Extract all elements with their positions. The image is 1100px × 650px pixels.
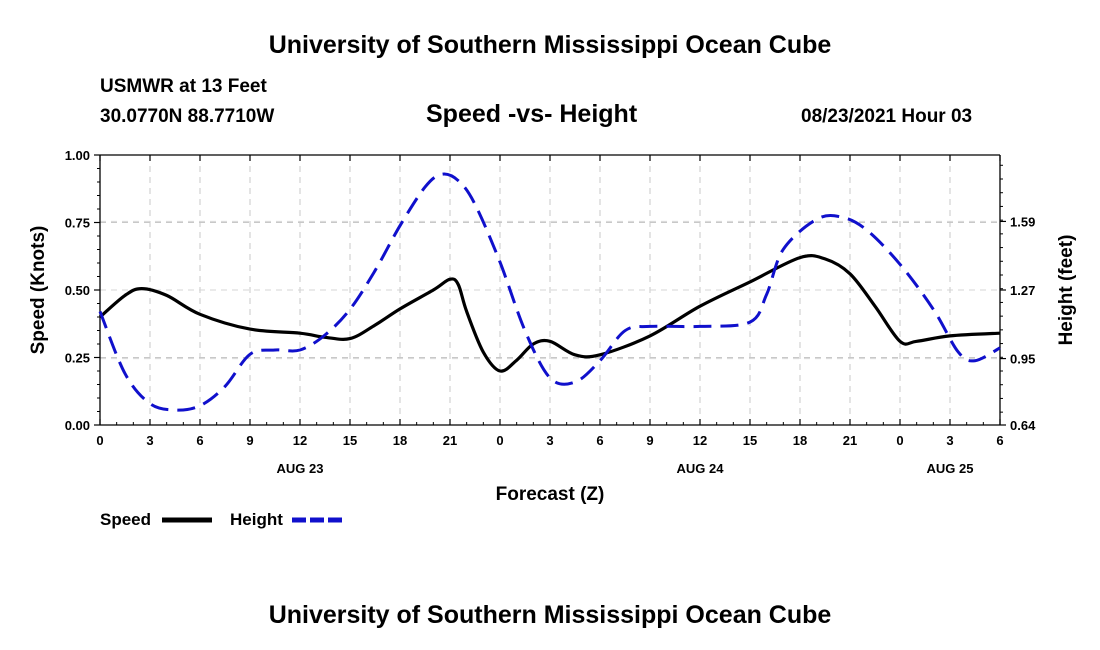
y-tick-label: 0.50: [65, 283, 90, 298]
y-tick-label: 0.00: [65, 418, 90, 433]
x-tick-label: 18: [793, 433, 807, 448]
x-tick-label: 18: [393, 433, 407, 448]
y-axis-label: Speed (Knots): [28, 226, 49, 355]
x-tick-label: 3: [146, 433, 153, 448]
x-tick-label: 9: [246, 433, 253, 448]
x-tick-label: 15: [343, 433, 357, 448]
y-tick-label: 1.00: [65, 148, 90, 163]
legend-height-label: Height: [230, 510, 283, 529]
bottom-title: University of Southern Mississippi Ocean…: [268, 601, 832, 629]
x-tick-label: 12: [693, 433, 707, 448]
x-tick-label: 6: [996, 433, 1003, 448]
x-axis-label: Forecast (Z): [496, 484, 605, 505]
top-title: University of Southern Mississippi Ocean…: [268, 31, 832, 59]
station-label: USMWR at 13 Feet: [100, 76, 267, 97]
y-tick-label: 0.75: [65, 216, 90, 231]
x-tick-label: 15: [743, 433, 757, 448]
x-tick-label: 6: [196, 433, 203, 448]
x-tick-label: 3: [946, 433, 953, 448]
x-tick-label: 0: [896, 433, 903, 448]
x-tick-label: 3: [546, 433, 553, 448]
y2-tick-label: 0.95: [1010, 352, 1035, 367]
day-label: AUG 24: [677, 461, 725, 476]
legend-speed-label: Speed: [100, 510, 151, 529]
height-series-line: [98, 172, 1001, 412]
y2-tick-label: 0.64: [1010, 418, 1036, 433]
x-tick-label: 12: [293, 433, 307, 448]
y2-tick-label: 1.27: [1010, 283, 1035, 298]
day-label: AUG 23: [277, 461, 324, 476]
x-tick-label: 0: [96, 433, 103, 448]
x-tick-label: 21: [843, 433, 857, 448]
y2-tick-label: 1.59: [1010, 214, 1035, 229]
speed-series-line: [98, 254, 1001, 373]
x-tick-label: 21: [443, 433, 457, 448]
x-tick-label: 9: [646, 433, 653, 448]
chart-title: Speed -vs- Height: [426, 100, 638, 128]
day-label: AUG 25: [927, 461, 974, 476]
x-tick-label: 0: [496, 433, 503, 448]
y-tick-label: 0.25: [65, 351, 90, 366]
x-tick-label: 6: [596, 433, 603, 448]
coordinates-label: 30.0770N 88.7710W: [100, 106, 275, 127]
y2-axis-label: Height (feet): [1056, 235, 1077, 346]
date-label: 08/23/2021 Hour 03: [801, 106, 973, 127]
